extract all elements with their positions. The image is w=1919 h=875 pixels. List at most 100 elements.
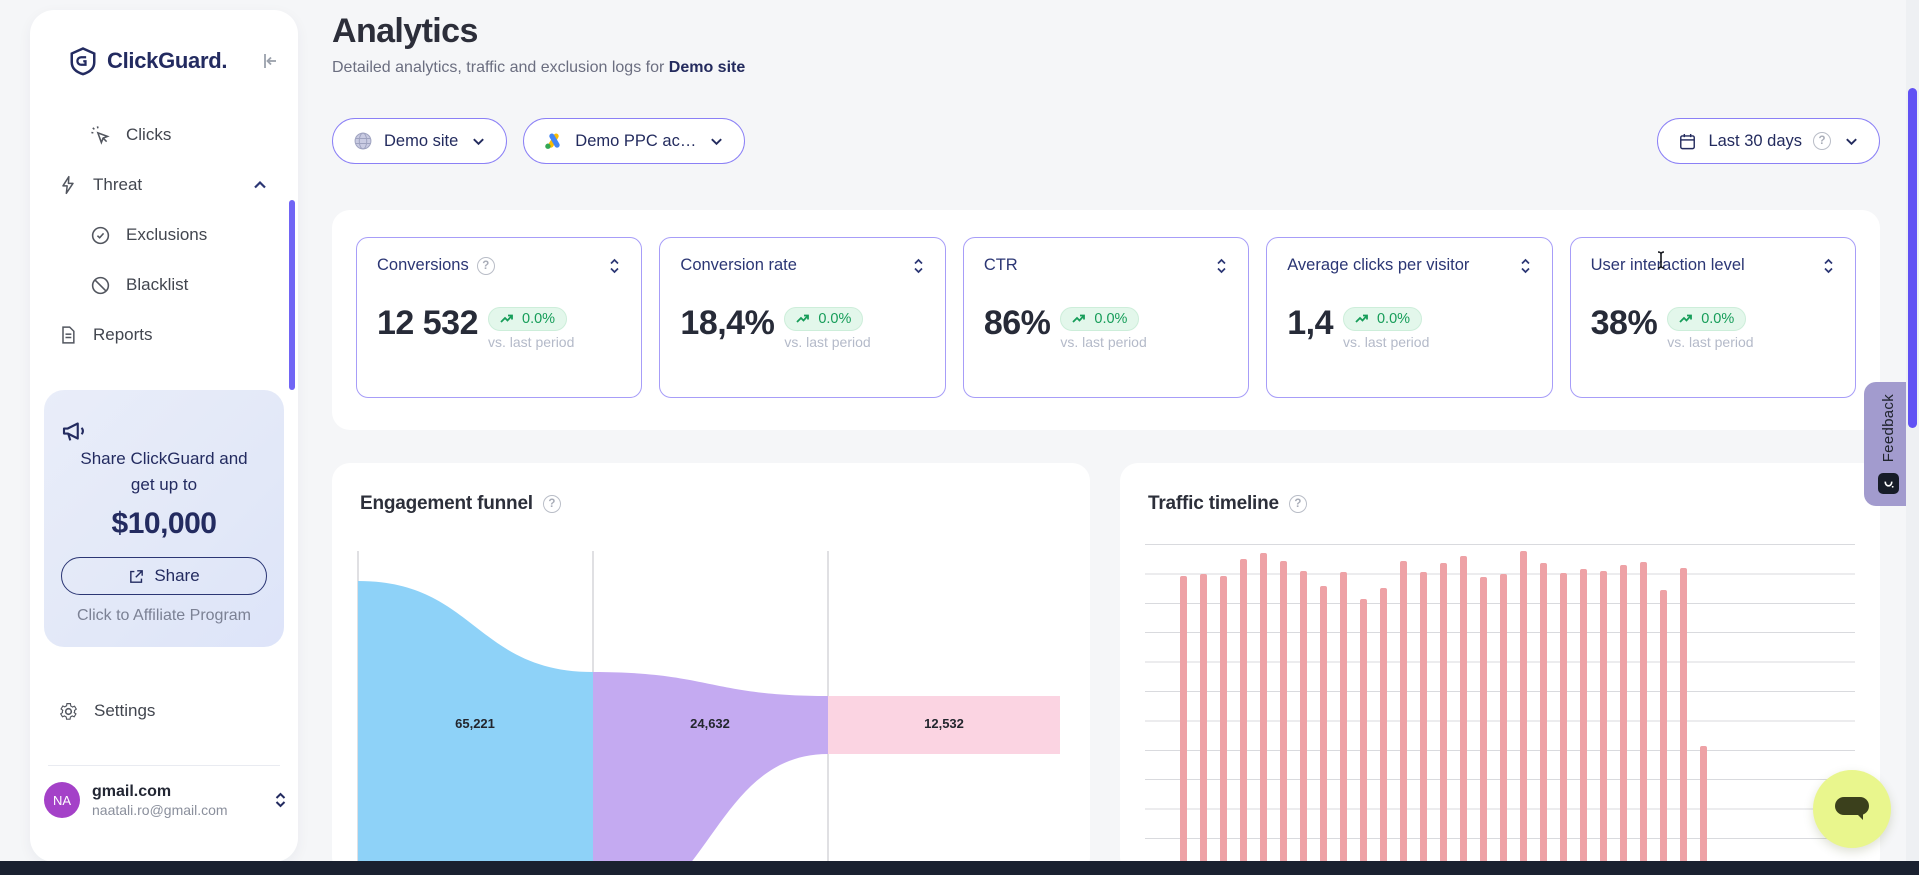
help-icon: ?: [1288, 495, 1307, 513]
chevron-up-icon[interactable]: [252, 177, 268, 193]
chevron-updown-icon: [273, 791, 288, 809]
account-name: gmail.com: [92, 782, 172, 800]
account-switcher[interactable]: NA gmail.com naatali.ro@gmail.com: [44, 782, 288, 818]
sort-icon[interactable]: [1822, 258, 1835, 274]
stat-value: 38%: [1590, 304, 1658, 342]
stats-panel: Conversions ? 12 532 0.0% vs. last perio…: [332, 210, 1880, 430]
trend-up-icon: [1355, 314, 1368, 323]
sidebar: ClickGuard. Clicks Threat: [30, 10, 298, 862]
timeline-bar: [1200, 574, 1207, 875]
trend-value: 0.0%: [818, 311, 852, 327]
timeline-bar: [1480, 577, 1487, 875]
trend-value: 0.0%: [1094, 311, 1128, 327]
affiliate-link[interactable]: Click to Affiliate Program: [77, 607, 251, 624]
stat-title: User interaction level: [1590, 256, 1745, 274]
timeline-bar: [1580, 569, 1587, 875]
trend-value: 0.0%: [522, 311, 556, 327]
sidebar-item-label: Clicks: [126, 125, 172, 144]
trend-value: 0.0%: [1701, 311, 1735, 327]
stat-card: Conversions ? 12 532 0.0% vs. last perio…: [356, 237, 643, 398]
sidebar-item-label: Blacklist: [126, 275, 189, 294]
trend-badge: 0.0%: [1667, 307, 1747, 331]
lightning-icon: [58, 175, 78, 195]
timeline-bar: [1700, 746, 1707, 875]
vs-period-label: vs. last period: [1342, 334, 1430, 350]
trend-up-icon: [796, 314, 810, 323]
timeline-bar: [1520, 551, 1527, 875]
logo-row: ClickGuard.: [30, 10, 298, 76]
sort-icon[interactable]: [608, 258, 621, 274]
site-selector[interactable]: Demo site: [332, 118, 508, 164]
timeline-bar: [1260, 553, 1267, 875]
funnel-value-label: 65,221: [455, 716, 495, 731]
share-button[interactable]: Share: [61, 557, 267, 595]
sidebar-item-label: Threat: [93, 175, 143, 194]
external-link-icon: [128, 568, 145, 585]
sort-icon[interactable]: [1215, 258, 1228, 274]
stat-value: 1,4: [1287, 304, 1333, 342]
timeline-bar: [1500, 574, 1507, 875]
trend-up-icon: [1679, 314, 1693, 323]
cursor-click-icon: [90, 125, 111, 146]
chevron-down-icon: [471, 134, 486, 149]
timeline-bar: [1400, 561, 1407, 875]
stat-card: User interaction level 38% 0.0% vs. last…: [1569, 237, 1857, 398]
stat-card: Conversion rate 18,4% 0.0% vs. last peri…: [659, 237, 946, 398]
page-subtitle: Detailed analytics, traffic and exclusio…: [332, 59, 746, 76]
ppc-account-selector[interactable]: Demo PPC ac…: [523, 118, 746, 164]
timeline-bar: [1300, 571, 1307, 875]
sidebar-item-blacklist[interactable]: Blacklist: [30, 260, 298, 310]
affiliate-promo-card: Share ClickGuard and get up to $10,000 S…: [44, 390, 284, 647]
timeline-bar: [1440, 563, 1447, 875]
stat-value: 86%: [983, 304, 1051, 342]
trend-up-icon: [1072, 314, 1086, 323]
timeline-bar: [1380, 588, 1387, 875]
sidebar-collapse-icon[interactable]: [260, 51, 280, 71]
page-title: Analytics: [332, 12, 478, 50]
promo-amount: $10,000: [111, 507, 217, 540]
trend-badge: 0.0%: [784, 307, 864, 331]
chevron-down-icon: [1844, 134, 1859, 149]
timeline-bar: [1600, 571, 1607, 875]
timeline-bar: [1680, 568, 1687, 875]
promo-text-line1: Share ClickGuard and: [80, 449, 248, 468]
traffic-timeline-panel: Traffic timeline ?: [1120, 463, 1880, 875]
sidebar-item-clicks[interactable]: Clicks: [30, 110, 298, 160]
google-ads-icon: [544, 132, 564, 150]
sidebar-item-settings[interactable]: Settings: [30, 686, 298, 736]
sidebar-scroll-indicator[interactable]: [289, 200, 295, 390]
sort-icon[interactable]: [912, 258, 925, 274]
ban-icon: [90, 275, 111, 296]
trend-value: 0.0%: [1376, 311, 1411, 327]
vs-period-label: vs. last period: [1667, 334, 1754, 350]
stat-value: 12 532: [377, 304, 479, 342]
feedback-smiley-icon: [1877, 472, 1899, 494]
page-header: Analytics Detailed analytics, traffic an…: [332, 12, 745, 77]
funnel-value-label: 24,632: [690, 716, 730, 731]
vs-period-label: vs. last period: [1060, 334, 1147, 350]
engagement-funnel-panel: 65,221 24,632 12,532 Engagement funnel ?: [332, 463, 1090, 875]
timeline-bar: [1320, 586, 1327, 875]
sidebar-item-reports[interactable]: Reports: [30, 310, 298, 360]
timeline-bar: [1560, 573, 1567, 875]
date-range-selector[interactable]: Last 30 days ?: [1657, 118, 1880, 164]
timeline-bar: [1540, 563, 1547, 875]
sort-icon[interactable]: [1519, 258, 1532, 274]
page-scrollbar-thumb[interactable]: [1908, 88, 1917, 428]
vs-period-label: vs. last period: [488, 334, 575, 350]
document-icon: [58, 325, 78, 345]
chat-launcher-button[interactable]: [1813, 770, 1891, 848]
sidebar-item-threat[interactable]: Threat: [30, 160, 298, 210]
timeline-bar: [1660, 590, 1667, 875]
funnel-value-label: 12,532: [924, 716, 964, 731]
chart-title: Traffic timeline: [1148, 493, 1279, 514]
promo-text-line2: get up to: [130, 474, 198, 494]
timeline-bar: [1240, 559, 1247, 875]
trend-badge: 0.0%: [1060, 307, 1140, 331]
divider: [48, 765, 280, 766]
sidebar-item-exclusions[interactable]: Exclusions: [30, 210, 298, 260]
sidebar-item-label: Settings: [94, 701, 156, 720]
sidebar-item-label: Exclusions: [126, 225, 208, 244]
timeline-bar: [1420, 572, 1427, 875]
logo-text: ClickGuard.: [107, 48, 228, 73]
